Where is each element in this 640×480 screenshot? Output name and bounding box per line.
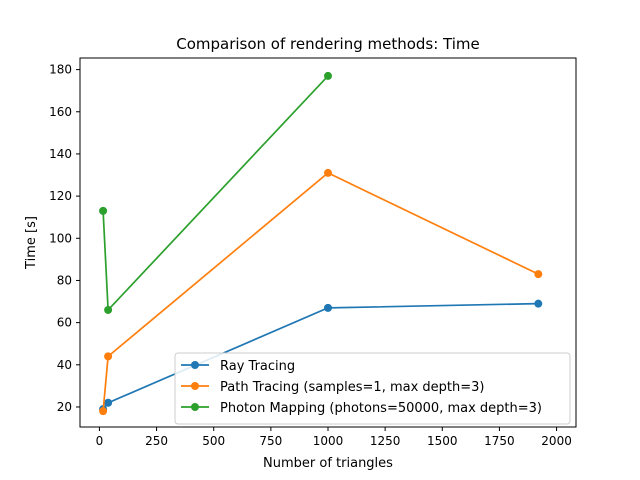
data-point bbox=[324, 168, 332, 177]
series-line bbox=[102, 75, 329, 313]
legend-item: Photon Mapping (photons=50000, max depth… bbox=[181, 401, 542, 416]
legend: Ray Tracing Path Tracing (samples=1, max … bbox=[174, 352, 571, 425]
y-tick-label: 160 bbox=[49, 105, 72, 119]
legend-marker bbox=[191, 403, 199, 411]
data-point bbox=[534, 270, 543, 279]
legend-item: Path Tracing (samples=1, max depth=3) bbox=[181, 380, 484, 395]
x-tick-label: 1000 bbox=[313, 434, 344, 448]
legend-label: Ray Tracing bbox=[220, 359, 295, 374]
x-tick-label: 750 bbox=[259, 434, 282, 448]
x-tick-label: 250 bbox=[145, 434, 168, 448]
series-1 bbox=[99, 168, 543, 416]
data-point bbox=[324, 303, 332, 312]
y-axis-ticks: 20 40 60 80 100 120 140 160 180 bbox=[49, 63, 80, 414]
data-point bbox=[99, 206, 108, 215]
chart-title: Comparison of rendering methods: Time bbox=[176, 35, 480, 53]
y-tick-label: 80 bbox=[57, 273, 72, 287]
data-point bbox=[534, 299, 543, 308]
x-tick-label: 1250 bbox=[370, 434, 401, 448]
data-point bbox=[104, 352, 113, 361]
data-point bbox=[324, 71, 332, 80]
data-point bbox=[104, 305, 113, 314]
series-2 bbox=[99, 71, 332, 314]
y-tick-label: 120 bbox=[49, 189, 72, 203]
y-axis-label: Time [s] bbox=[24, 216, 39, 270]
y-tick-label: 100 bbox=[49, 231, 72, 245]
y-tick-label: 40 bbox=[57, 358, 72, 372]
data-point bbox=[99, 407, 108, 416]
legend-box bbox=[174, 352, 571, 425]
legend-marker bbox=[191, 361, 199, 369]
legend-marker bbox=[191, 382, 199, 390]
y-tick-label: 20 bbox=[57, 400, 72, 414]
x-tick-label: 1500 bbox=[427, 434, 458, 448]
x-tick-label: 500 bbox=[202, 434, 225, 448]
x-tick-label: 1750 bbox=[484, 434, 515, 448]
series-line bbox=[102, 171, 539, 412]
x-axis-ticks: 0 250 500 750 1000 1250 1500 1750 2000 bbox=[96, 427, 572, 448]
x-axis-label: Number of triangles bbox=[263, 456, 393, 471]
y-tick-label: 60 bbox=[57, 316, 72, 330]
legend-label: Path Tracing (samples=1, max depth=3) bbox=[220, 380, 484, 395]
legend-item: Ray Tracing bbox=[181, 359, 295, 374]
plot-series bbox=[99, 71, 543, 416]
data-point bbox=[104, 398, 113, 407]
x-tick-label: 2000 bbox=[541, 434, 572, 448]
legend-label: Photon Mapping (photons=50000, max depth… bbox=[220, 401, 542, 416]
y-tick-label: 140 bbox=[49, 147, 72, 161]
y-tick-label: 180 bbox=[49, 63, 72, 77]
x-tick-label: 0 bbox=[96, 434, 104, 448]
